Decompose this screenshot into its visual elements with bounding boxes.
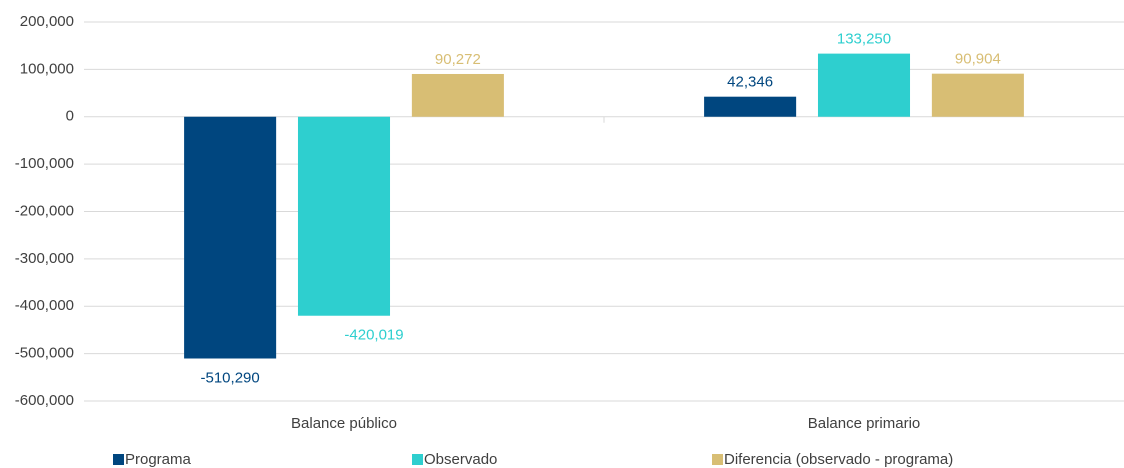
- data-label: 42,346: [727, 74, 773, 91]
- x-tick-label: Balance primario: [808, 415, 921, 432]
- x-tick-label: Balance público: [291, 415, 397, 432]
- bar: [297, 116, 391, 316]
- bar: [704, 96, 797, 117]
- y-tick-label: -100,000: [15, 155, 74, 172]
- y-tick-label: -200,000: [15, 202, 74, 219]
- y-tick-label: -600,000: [15, 392, 74, 409]
- legend-label: Observado: [424, 451, 497, 468]
- y-tick-label: -400,000: [15, 297, 74, 314]
- bar: [411, 73, 504, 117]
- y-tick-label: 0: [66, 108, 74, 125]
- y-tick-label: 200,000: [20, 13, 74, 30]
- data-label: -510,290: [201, 369, 260, 386]
- legend-label: Programa: [125, 451, 192, 468]
- y-tick-label: -500,000: [15, 345, 74, 362]
- legend-swatch: [712, 454, 723, 465]
- data-label: 90,272: [435, 51, 481, 68]
- legend-swatch: [412, 454, 423, 465]
- data-label: -420,019: [344, 327, 403, 344]
- bar: [184, 116, 277, 359]
- y-tick-label: 100,000: [20, 60, 74, 77]
- data-label: 133,250: [837, 31, 891, 48]
- data-label: 90,904: [955, 51, 1001, 68]
- bar: [931, 73, 1024, 117]
- bar: [817, 53, 911, 117]
- legend-label: Diferencia (observado - programa): [724, 451, 953, 468]
- y-tick-label: -300,000: [15, 250, 74, 267]
- legend-swatch: [113, 454, 124, 465]
